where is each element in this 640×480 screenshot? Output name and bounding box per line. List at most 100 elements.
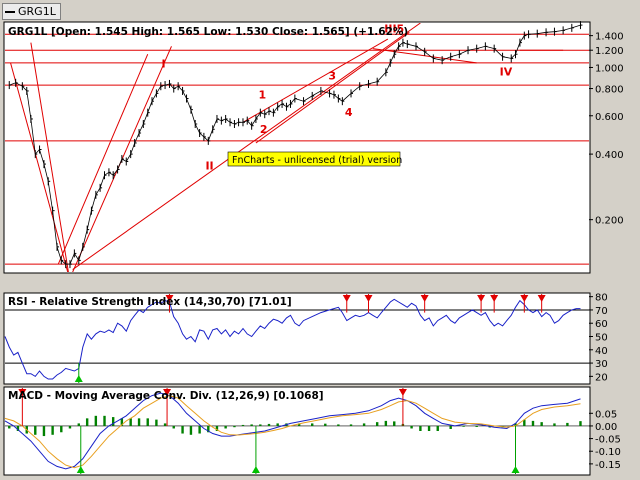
macd-y-tick-label: -0.15	[595, 460, 621, 471]
rsi-panel-bg	[3, 292, 591, 385]
macd-histogram-bar	[137, 418, 141, 426]
macd-histogram-bar	[267, 423, 271, 426]
buy-arrow-icon	[251, 466, 260, 473]
wave-label: I	[161, 57, 165, 70]
price-y-tick-label: 0.200	[595, 216, 624, 227]
rsi-y-tick-label: 70	[595, 306, 608, 317]
macd-histogram-bar	[111, 417, 115, 426]
sell-arrow-icon	[18, 389, 27, 396]
macd-histogram-bar	[462, 425, 465, 427]
macd-histogram-bar	[419, 425, 422, 431]
price-series-line	[9, 24, 581, 265]
macd-histogram-bar	[436, 425, 439, 431]
macd-histogram-bar	[146, 418, 149, 426]
wave-label: 3	[328, 70, 336, 83]
macd-histogram-bar	[207, 425, 210, 433]
price-y-tick-label: 1.000	[595, 63, 624, 74]
sell-arrow-icon	[490, 295, 499, 302]
macd-plot: 0.05 0.00 -0.05-0.10 -0.15	[4, 388, 621, 474]
macd-histogram-bar	[8, 425, 11, 429]
sell-arrow-icon	[398, 389, 407, 396]
trendline	[57, 54, 149, 265]
sell-arrow-icon	[537, 295, 546, 302]
sell-arrow-icon	[420, 295, 429, 302]
wave-label: 1	[258, 89, 266, 102]
macd-histogram-bar	[51, 425, 54, 435]
macd-histogram-bar	[94, 415, 98, 426]
macd-histogram-bar	[155, 419, 158, 426]
macd-histogram-bar	[375, 422, 379, 426]
macd-histogram-bar	[427, 425, 431, 431]
trendline	[242, 38, 389, 123]
price-plot: 1.4001.2001.0000.8000.6000.4000.20008-01…	[5, 21, 624, 272]
macd-histogram-bar	[259, 424, 262, 426]
macd-y-tick-label: -0.10	[595, 447, 621, 458]
macd-y-tick-label: 0.00	[595, 422, 617, 433]
macd-histogram-bar	[349, 424, 353, 426]
macd-y-tick-label: 0.05	[595, 409, 617, 420]
buy-arrow-icon	[76, 466, 85, 473]
rsi-y-tick-label: 80	[595, 293, 608, 304]
rsi-y-tick-label: 40	[595, 346, 608, 357]
trendline	[30, 42, 69, 272]
macd-histogram-bar	[475, 425, 478, 427]
macd-series-line	[4, 395, 581, 469]
tab-bar: GRG1L	[0, 0, 640, 22]
macd-histogram-bar	[233, 425, 236, 428]
rsi-panel-title: RSI - Relative Strength Index (14,30,70)…	[8, 296, 292, 308]
macd-histogram-bar	[68, 425, 72, 429]
series-swatch-icon	[5, 10, 15, 13]
macd-histogram-bar	[198, 425, 201, 434]
macd-histogram-bar	[189, 425, 193, 435]
macd-histogram-bar	[523, 419, 526, 426]
sell-arrow-icon	[477, 295, 486, 302]
macd-panel-bg	[3, 386, 591, 476]
macd-histogram-bar	[241, 424, 245, 426]
rsi-series-line	[4, 298, 581, 380]
macd-histogram-bar	[384, 420, 388, 426]
price-y-tick-label: 1.400	[595, 32, 624, 43]
buy-arrow-icon	[511, 466, 520, 473]
trendline	[10, 62, 69, 272]
rsi-plot: 80 70 60 50 40 30 20	[4, 293, 608, 383]
sell-arrow-icon	[520, 295, 529, 302]
watermark-text: FnCharts - unlicensed (trial) version	[232, 155, 402, 166]
sell-arrow-icon	[342, 295, 351, 302]
wave-label: 2	[260, 123, 268, 136]
macd-histogram-bar	[85, 418, 89, 426]
macd-histogram-bar	[60, 425, 63, 433]
macd-histogram-bar	[324, 423, 327, 426]
macd-histogram-bar	[276, 423, 279, 426]
macd-histogram-bar	[410, 425, 413, 429]
macd-histogram-bar	[540, 422, 543, 426]
trendline	[72, 23, 421, 270]
macd-histogram-bar	[553, 423, 556, 426]
macd-histogram-bar	[163, 423, 167, 426]
macd-histogram-bar	[311, 423, 314, 426]
macd-histogram-bar	[120, 418, 124, 426]
macd-histogram-bar	[297, 423, 301, 426]
macd-histogram-bar	[579, 421, 582, 426]
buy-arrow-icon	[74, 375, 83, 382]
sell-arrow-icon	[163, 389, 172, 396]
tab-grg1l[interactable]: GRG1L	[2, 3, 61, 20]
price-y-tick-label: 1.200	[595, 46, 624, 57]
macd-histogram-bar	[77, 423, 80, 426]
sell-arrow-icon	[364, 295, 373, 302]
macd-histogram-bar	[129, 418, 132, 426]
macd-histogram-bar	[103, 415, 106, 426]
wave-label: III5	[384, 22, 404, 35]
macd-histogram-bar	[514, 423, 517, 426]
price-y-tick-label: 0.600	[595, 112, 624, 123]
macd-histogram-bar	[393, 421, 396, 426]
macd-histogram-bar	[34, 425, 37, 435]
macd-histogram-bar	[362, 423, 366, 426]
tab-label: GRG1L	[18, 5, 56, 18]
macd-histogram-bar	[566, 422, 569, 426]
macd-y-tick-label: -0.05	[595, 435, 621, 446]
rsi-y-tick-label: 30	[595, 359, 608, 370]
macd-histogram-bar	[181, 425, 184, 434]
macd-histogram-bar	[449, 425, 452, 429]
trendline-group	[10, 23, 564, 272]
rsi-y-tick-label: 20	[595, 372, 608, 383]
